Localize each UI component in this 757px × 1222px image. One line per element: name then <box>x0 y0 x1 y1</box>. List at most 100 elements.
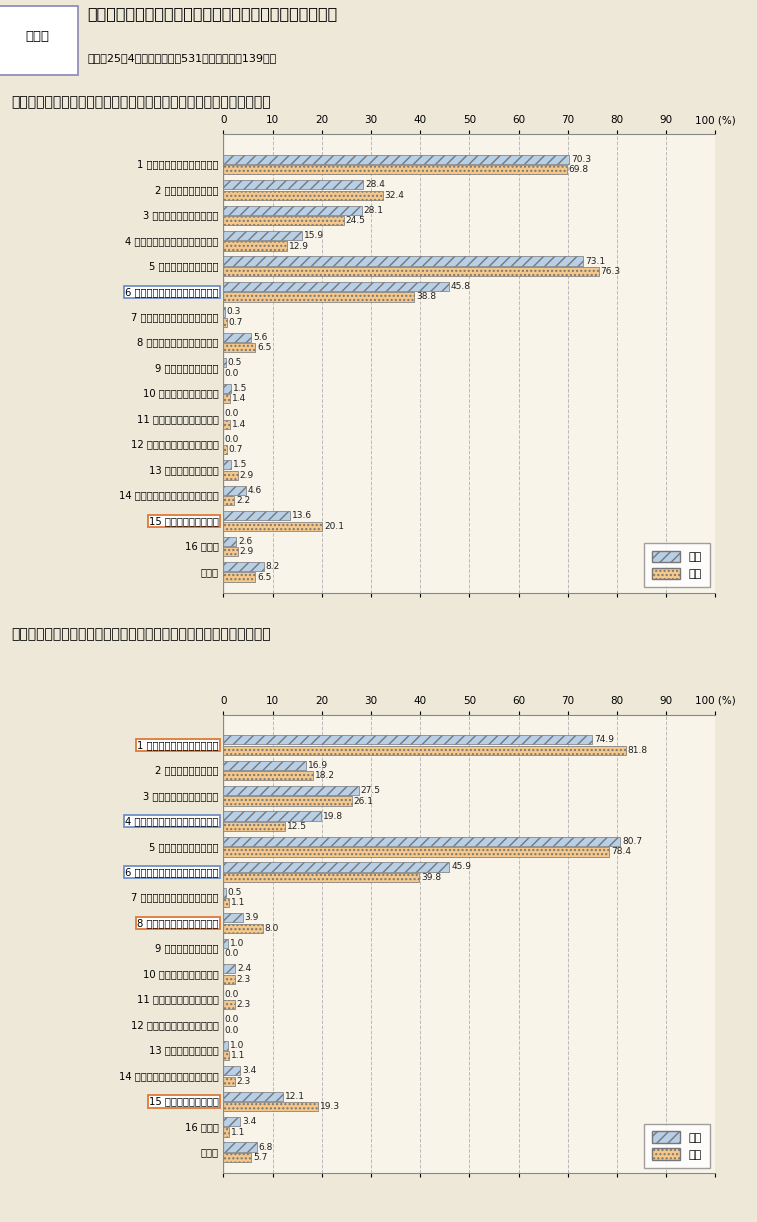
Text: 国家公務員になろうとした主な理由は何ですか（三つ選択）・全区分: 国家公務員になろうとした主な理由は何ですか（三つ選択）・全区分 <box>11 95 271 110</box>
Text: 1.4: 1.4 <box>232 395 247 403</box>
Text: 6.5: 6.5 <box>257 343 272 352</box>
Text: 0.0: 0.0 <box>224 409 238 418</box>
Text: 10 昇進等に将来性がある: 10 昇進等に将来性がある <box>143 389 219 398</box>
Text: 無回答: 無回答 <box>201 567 219 577</box>
Text: 0.7: 0.7 <box>229 318 243 327</box>
Bar <box>223 445 227 455</box>
Bar <box>223 938 229 948</box>
Text: 0.0: 0.0 <box>224 949 238 958</box>
Text: 69.8: 69.8 <box>569 165 589 175</box>
Text: 1 公共のために仕事ができる: 1 公共のために仕事ができる <box>137 739 219 750</box>
Bar <box>223 395 230 403</box>
Text: 11 給与等の勤務条件がよい: 11 給与等の勤務条件がよい <box>137 414 219 424</box>
Text: 19.8: 19.8 <box>322 811 343 820</box>
Text: 2.6: 2.6 <box>238 536 252 545</box>
Text: 0.0: 0.0 <box>224 435 238 444</box>
Text: 45.8: 45.8 <box>450 282 471 291</box>
Text: 16 その他: 16 その他 <box>185 1122 219 1132</box>
Bar <box>223 461 231 469</box>
Bar <box>223 180 363 189</box>
Text: 74.9: 74.9 <box>593 736 614 744</box>
Text: 76.3: 76.3 <box>601 268 621 276</box>
Bar <box>223 1117 240 1127</box>
Text: 総合職試験等からの新規採用職員に対するアンケート調査: 総合職試験等からの新規採用職員に対するアンケート調査 <box>87 6 338 22</box>
Text: 1.1: 1.1 <box>231 1128 245 1136</box>
Text: 2 専門知識が生かせる: 2 専門知識が生かせる <box>155 185 219 196</box>
Text: 2.2: 2.2 <box>236 496 251 505</box>
Bar <box>223 760 307 770</box>
Text: 1.0: 1.0 <box>230 938 245 948</box>
Text: 70.3: 70.3 <box>572 155 591 164</box>
Bar <box>223 572 255 582</box>
Legend: 男性, 女性: 男性, 女性 <box>644 543 710 587</box>
Bar <box>223 266 599 276</box>
Text: 13 教授等に勧められた: 13 教授等に勧められた <box>149 464 219 475</box>
Text: 0.0: 0.0 <box>224 369 238 378</box>
Text: 13.6: 13.6 <box>292 511 313 521</box>
Bar <box>223 318 227 327</box>
Text: 20.1: 20.1 <box>324 522 344 530</box>
Bar <box>223 308 225 316</box>
Text: 8.2: 8.2 <box>266 562 280 571</box>
Text: 2.9: 2.9 <box>239 547 254 556</box>
Bar <box>223 913 242 923</box>
Bar <box>223 1051 229 1061</box>
Text: 8 堅実で生活が安定している: 8 堅実で生活が安定している <box>138 918 219 929</box>
Text: 2.3: 2.3 <box>237 1077 251 1085</box>
Text: 1.5: 1.5 <box>232 384 247 392</box>
Text: 1.5: 1.5 <box>232 461 247 469</box>
Text: 1.4: 1.4 <box>232 420 247 429</box>
Text: 15 職場の雰囲気がよい: 15 職場の雰囲気がよい <box>149 1096 219 1106</box>
Text: 5 仕事にやりがいがある: 5 仕事にやりがいがある <box>149 262 219 271</box>
Text: 3.9: 3.9 <box>245 913 259 923</box>
Bar <box>223 786 359 796</box>
Bar <box>223 811 321 821</box>
Text: 10 昇進等に将来性がある: 10 昇進等に将来性がある <box>143 969 219 979</box>
Text: 32.4: 32.4 <box>385 191 404 199</box>
Bar <box>223 736 592 744</box>
Text: 無回答: 無回答 <box>201 1147 219 1157</box>
Text: 24.5: 24.5 <box>346 216 366 225</box>
Text: 6 スケールの大きい仕事ができる: 6 スケールの大きい仕事ができる <box>126 868 219 877</box>
Text: 14 家族や先輩・友人に勧められた: 14 家族や先輩・友人に勧められた <box>119 1070 219 1081</box>
Bar <box>223 191 383 199</box>
Bar <box>223 1102 318 1111</box>
Bar <box>223 847 609 857</box>
Bar <box>223 216 344 225</box>
Bar <box>223 1143 257 1151</box>
Text: 9 国民から尊敬される: 9 国民から尊敬される <box>155 363 219 373</box>
Bar <box>223 511 290 521</box>
Text: 3.4: 3.4 <box>242 1066 257 1075</box>
Legend: 男性, 女性: 男性, 女性 <box>644 1123 710 1167</box>
FancyBboxPatch shape <box>0 6 78 75</box>
Text: 12 民間に比べて余裕がもてる: 12 民間に比べて余裕がもてる <box>131 440 219 450</box>
Text: 28.1: 28.1 <box>363 205 384 215</box>
Text: 45.9: 45.9 <box>451 863 471 871</box>
Text: 2 専門知識が生かせる: 2 専門知識が生かせる <box>155 765 219 776</box>
Text: 資料２: 資料２ <box>26 29 50 43</box>
Bar <box>223 231 301 241</box>
Text: 6 スケールの大きい仕事ができる: 6 スケールの大きい仕事ができる <box>126 287 219 297</box>
Text: 12 民間に比べて余裕がもてる: 12 民間に比べて余裕がもてる <box>131 1020 219 1030</box>
Bar <box>223 332 251 342</box>
Text: 80.7: 80.7 <box>622 837 643 846</box>
Bar <box>223 496 234 505</box>
Text: 3.4: 3.4 <box>242 1117 257 1125</box>
Bar <box>223 384 231 393</box>
Bar <box>223 257 583 265</box>
Text: 27.5: 27.5 <box>360 786 381 796</box>
Text: 11 給与等の勤務条件がよい: 11 給与等の勤務条件がよい <box>137 995 219 1004</box>
Text: 81.8: 81.8 <box>628 745 648 755</box>
Text: 8.0: 8.0 <box>265 924 279 932</box>
Text: 0.5: 0.5 <box>228 888 242 897</box>
Text: 3 性格・能力が適している: 3 性格・能力が適している <box>144 791 219 800</box>
Bar <box>223 837 621 846</box>
Text: 5.7: 5.7 <box>254 1154 268 1162</box>
Text: 5.6: 5.6 <box>253 332 267 342</box>
Bar <box>223 562 263 571</box>
Text: 8 堅実で生活が安定している: 8 堅実で生活が安定している <box>138 337 219 348</box>
Text: 5 仕事にやりがいがある: 5 仕事にやりがいがある <box>149 842 219 852</box>
Bar <box>223 822 285 831</box>
Text: 0.5: 0.5 <box>228 358 242 368</box>
Bar <box>223 1128 229 1136</box>
